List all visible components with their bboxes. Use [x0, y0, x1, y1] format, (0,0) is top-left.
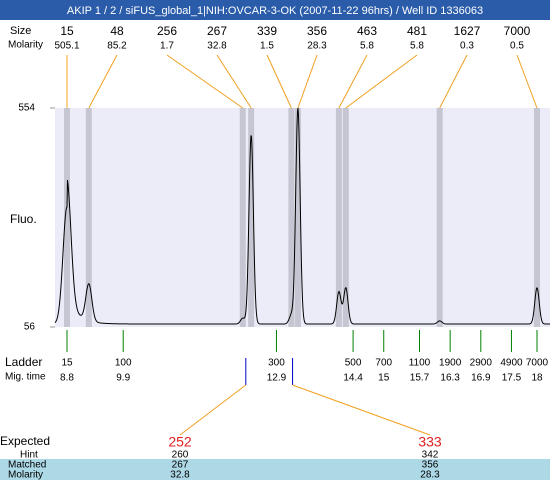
peak-connector	[216, 54, 252, 109]
peak-band	[85, 108, 92, 327]
peak-molarity: 28.3	[307, 41, 327, 52]
peak-size: 1627	[454, 24, 481, 38]
ladder-size: 1900	[439, 358, 462, 369]
row-label: Expected	[0, 434, 50, 448]
peak-band	[239, 108, 246, 327]
y-tick-label: 554	[18, 103, 35, 114]
peak-molarity: 32.8	[207, 41, 227, 52]
matched-rows	[0, 459, 550, 480]
peak-connector	[297, 54, 318, 109]
y-axis-label: Fluo.	[10, 212, 37, 226]
ladder-time: 14.4	[343, 373, 363, 384]
peak-size: 267	[207, 24, 227, 38]
expected-connector	[179, 384, 247, 436]
ladder-size: 2900	[470, 358, 493, 369]
ladder-time: 17.5	[502, 373, 522, 384]
matched-size: 267	[172, 460, 189, 471]
peak-molarity: 505.1	[54, 41, 79, 52]
matched-molarity: 28.3	[420, 470, 440, 480]
row-label: Matched	[8, 460, 46, 471]
peak-size: 463	[357, 24, 377, 38]
peak-size: 7000	[504, 24, 531, 38]
peak-molarity: 85.2	[107, 41, 127, 52]
peak-connector	[166, 54, 244, 109]
peak-size: 48	[110, 24, 124, 38]
peak-size: 256	[157, 24, 177, 38]
peak-connector	[88, 54, 118, 109]
row-label: Molarity	[8, 470, 43, 480]
ladder-size: 7000	[526, 358, 549, 369]
ladder-size: 15	[61, 358, 73, 369]
peak-size: 15	[60, 24, 74, 38]
expected-connector	[292, 384, 431, 436]
trace	[54, 107, 550, 325]
peak-band	[248, 108, 255, 327]
matched-molarity: 32.8	[170, 470, 190, 480]
ladder-size: 500	[345, 358, 362, 369]
row-label: Ladder	[5, 355, 42, 369]
hint-size: 342	[422, 450, 439, 461]
row-label: Size	[10, 25, 31, 37]
peak-size: 339	[257, 24, 277, 38]
ladder-time: 18	[531, 373, 543, 384]
peak-molarity: 0.3	[460, 41, 474, 52]
peak-band	[288, 108, 295, 327]
peak-band	[64, 108, 70, 327]
ladder-time: 15.7	[410, 373, 430, 384]
matched-size: 356	[422, 460, 439, 471]
ladder-time: 16.9	[471, 373, 491, 384]
peak-molarity: 5.8	[360, 41, 374, 52]
ladder-time: 12.9	[267, 373, 287, 384]
peak-band	[342, 108, 349, 327]
ladder-size: 300	[268, 358, 285, 369]
peak-molarity: 0.5	[510, 41, 524, 52]
peak-band	[436, 108, 443, 327]
expected-size: 252	[168, 434, 192, 450]
y-tick-label: 56	[24, 322, 36, 333]
ladder-time: 15	[378, 373, 390, 384]
peak-connector	[338, 54, 368, 109]
peak-connector	[439, 54, 468, 109]
title: AKIP 1 / 2 / siFUS_global_1|NIH:OVCAR-3-…	[67, 5, 483, 17]
row-label: Mig. time	[5, 372, 46, 383]
peak-band	[335, 108, 342, 327]
peak-molarity: 1.7	[160, 41, 174, 52]
ladder-size: 700	[375, 358, 392, 369]
row-label: Molarity	[8, 40, 43, 51]
ladder-time: 8.8	[60, 373, 74, 384]
expected-size: 333	[418, 434, 442, 450]
ladder-size: 4900	[500, 358, 523, 369]
hint-size: 260	[172, 450, 189, 461]
row-label: Hint	[20, 450, 38, 461]
peak-molarity: 1.5	[260, 41, 274, 52]
peak-connector	[266, 54, 292, 109]
ladder-time: 9.9	[116, 373, 130, 384]
ladder-size: 100	[115, 358, 132, 369]
peak-molarity: 5.8	[410, 41, 424, 52]
peak-connector	[516, 54, 538, 109]
peak-size: 356	[307, 24, 327, 38]
ladder-size: 1100	[409, 358, 431, 369]
peak-size: 481	[407, 24, 427, 38]
peak-connector	[345, 54, 418, 109]
peak-band	[534, 108, 540, 327]
title-bar	[0, 0, 550, 20]
ladder-time: 16.3	[440, 373, 460, 384]
peak-band	[294, 108, 301, 327]
